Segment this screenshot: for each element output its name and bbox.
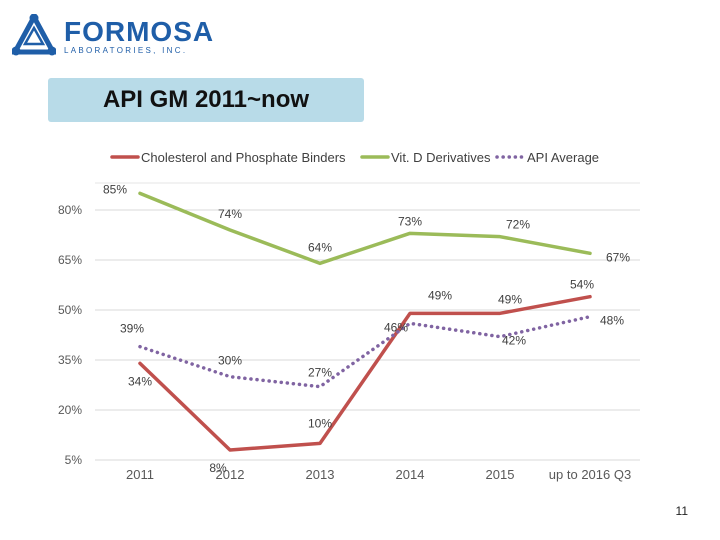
y-tick-label: 50% [58,303,82,317]
slide-title: API GM 2011~now [102,86,310,113]
x-tick-label: up to 2016 Q3 [549,467,631,482]
logo-wordmark: FORMOSA [64,16,215,47]
data-label: 64% [308,240,332,254]
data-label: 8% [209,461,227,475]
x-tick-label: 2011 [126,467,154,482]
y-tick-label: 5% [65,453,83,467]
x-tick-label: 2015 [486,467,515,482]
data-label: 73% [398,214,422,228]
data-label: 39% [120,322,144,336]
series-line-vitd [138,191,592,266]
y-tick-label: 35% [58,353,82,367]
slide-title-box: API GM 2011~now [48,78,364,122]
company-logo: FORMOSA LABORATORIES, INC. [10,11,213,56]
x-tick-label: 2013 [306,467,335,482]
page-number: 11 [675,504,688,518]
data-label: 34% [128,374,152,388]
y-tick-label: 65% [58,253,82,267]
data-label: 74% [218,207,242,221]
data-label: 48% [600,314,624,328]
data-label: 49% [428,288,452,302]
legend-label-vitd: Vit. D Derivatives [391,150,491,165]
y-tick-label: 80% [58,203,82,217]
legend-label-api_avg: API Average [527,150,599,165]
formosa-logo-icon [10,11,58,56]
y-axis-ticks: 5% 20% 35% 50% 65% 80% [58,203,82,467]
data-label: 30% [218,354,242,368]
chart-series [138,191,592,452]
chart-data-labels: 34% 8% 10% 49% 49% 54% 85% 74% 64% 73% 72% 67% 39% 30… [103,182,630,475]
data-label: 27% [308,366,332,380]
data-label: 72% [506,218,530,232]
chart-legend: Cholesterol and Phosphate Binders Vit. D … [110,150,599,165]
x-axis-ticks: 2011 2012 2013 2014 2015 up to 2016 Q3 [126,467,631,482]
data-label: 46% [384,320,408,334]
series-line-cholesterol [138,294,592,452]
x-tick-label: 2012 [216,467,245,482]
data-label: 67% [606,250,630,264]
chart-gridlines [95,182,640,461]
data-label: 49% [498,292,522,306]
data-label: 85% [103,182,127,196]
data-label: 54% [570,278,594,292]
series-line-api_avg [138,314,592,389]
data-label: 42% [502,334,526,348]
y-tick-label: 20% [58,403,82,417]
x-tick-label: 2014 [396,467,425,482]
logo-subtitle: LABORATORIES, INC. [64,46,188,55]
data-label: 10% [308,416,332,430]
legend-label-cholesterol: Cholesterol and Phosphate Binders [141,150,346,165]
